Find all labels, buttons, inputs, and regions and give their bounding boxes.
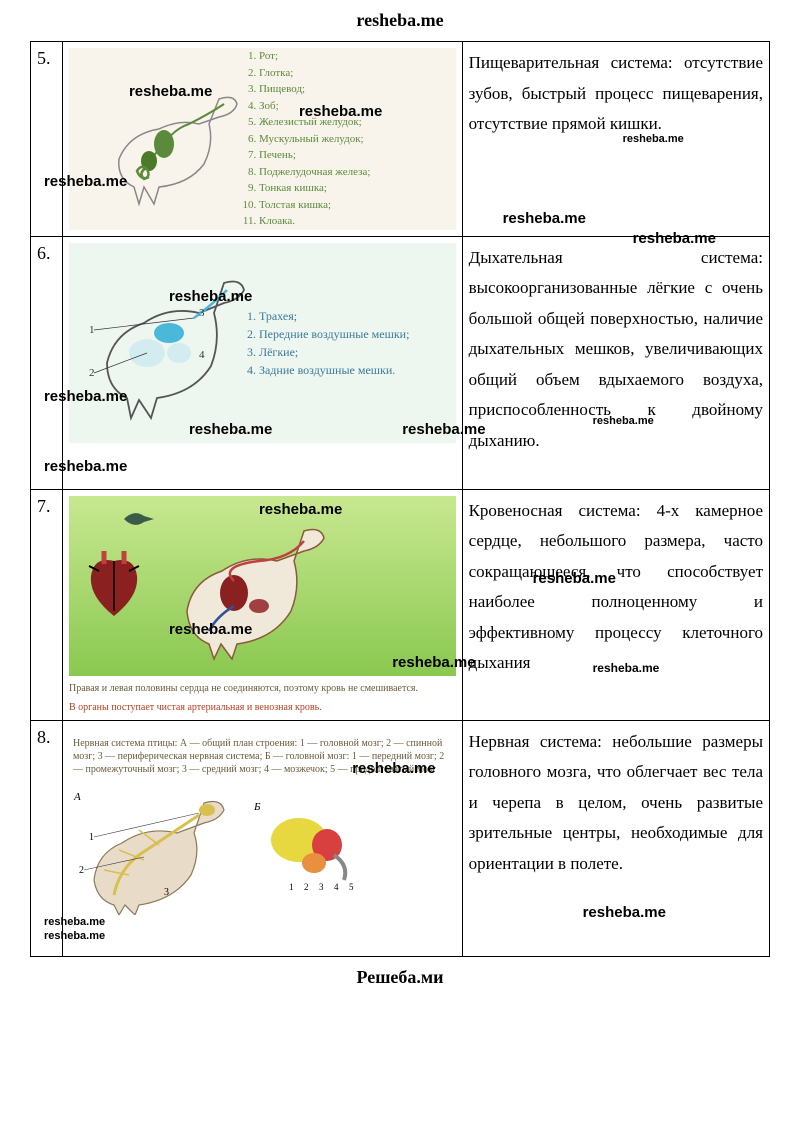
description-cell: Кровеносная система: 4-х камерное сердце…: [462, 489, 769, 720]
svg-text:Б: Б: [253, 801, 261, 813]
table-row: 5. Рот; Глотка; Пищевод; Зоб; Железистый…: [31, 42, 770, 237]
row-number: 6.: [31, 236, 63, 489]
svg-text:5: 5: [349, 882, 354, 892]
svg-text:4: 4: [199, 349, 205, 361]
brain-diagram: Б 1 2 3 4 5: [249, 795, 379, 905]
svg-text:3: 3: [164, 887, 169, 898]
row-number: 5.: [31, 42, 63, 237]
table-row: 8. Нервная система птицы: А — общий план…: [31, 720, 770, 956]
caption-nervous: Нервная система птицы: А — общий план ст…: [69, 733, 456, 780]
svg-text:А: А: [73, 791, 81, 803]
row-number: 8.: [31, 720, 63, 956]
diagram-cell: 1 2 3 4 Трахея; Передние воздушные мешки…: [62, 236, 462, 489]
svg-text:4: 4: [334, 882, 339, 892]
heart-diagram: [79, 546, 149, 626]
description-cell: Дыхательная система: высокоорганизованны…: [462, 236, 769, 489]
svg-text:2: 2: [89, 367, 95, 379]
bird-digestive-diagram: [69, 69, 249, 209]
caption-heart-1: Правая и левая половины сердца не соедин…: [69, 682, 456, 695]
bird-respiratory-diagram: 1 2 3 4: [69, 258, 249, 428]
svg-text:3: 3: [319, 882, 324, 892]
svg-text:1: 1: [89, 324, 95, 336]
page-footer: Решеба.ми: [0, 957, 800, 998]
caption-heart-2: В органы поступает чистая артериальная и…: [69, 701, 456, 714]
svg-text:2: 2: [79, 865, 84, 876]
legend-digestive: Рот; Глотка; Пищевод; Зоб; Железистый же…: [259, 48, 370, 230]
legend-respiratory: Трахея; Передние воздушные мешки; Лёгкие…: [259, 307, 409, 379]
description-cell: Нервная система: небольшие размеры голов…: [462, 720, 769, 956]
svg-text:1: 1: [289, 882, 294, 892]
diagram-cell: resheba.me resheba.me resheba.me Правая …: [62, 489, 462, 720]
table-row: 7. resheba.me: [31, 489, 770, 720]
svg-text:1: 1: [89, 832, 94, 843]
page-header: resheba.me: [0, 0, 800, 41]
table-row: 6. 1 2 3 4 Трахея; Перед: [31, 236, 770, 489]
diagram-cell: Рот; Глотка; Пищевод; Зоб; Железистый же…: [62, 42, 462, 237]
main-table: 5. Рот; Глотка; Пищевод; Зоб; Железистый…: [30, 41, 770, 957]
description-cell: Пищеварительная система: отсутствие зубо…: [462, 42, 769, 237]
svg-text:3: 3: [199, 307, 205, 319]
bird-circulatory-diagram: [159, 511, 339, 661]
row-number: 7.: [31, 489, 63, 720]
diagram-cell: Нервная система птицы: А — общий план ст…: [62, 720, 462, 956]
hummingbird-icon: [119, 504, 159, 534]
svg-text:2: 2: [304, 882, 309, 892]
bird-nervous-diagram: А 1 2 3: [69, 785, 239, 915]
